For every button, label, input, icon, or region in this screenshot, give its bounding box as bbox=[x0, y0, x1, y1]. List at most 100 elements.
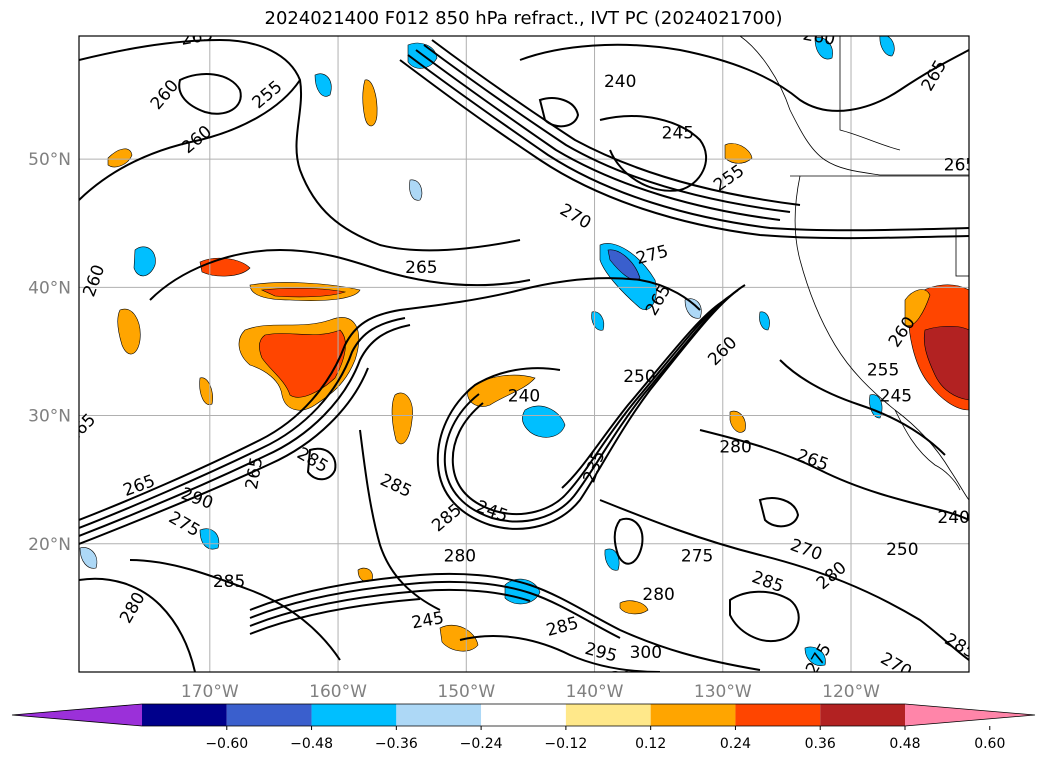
positive-anomaly-blob bbox=[923, 325, 969, 401]
latitude-tick-label: 30°N bbox=[28, 407, 71, 427]
contours bbox=[79, 38, 969, 672]
latitude-labels: 50°N 40°N 30°N 20°N bbox=[28, 150, 71, 555]
negative-anomaly-blob bbox=[521, 405, 566, 438]
contour-line bbox=[149, 248, 531, 301]
contour-line bbox=[729, 590, 800, 643]
colorbar-segment bbox=[650, 704, 736, 726]
negative-anomaly-blob bbox=[409, 179, 423, 201]
map-frame bbox=[78, 35, 970, 673]
contour-value-label: 305 bbox=[610, 668, 642, 688]
positive-anomaly-blob bbox=[729, 410, 746, 433]
contour-value-label: 240 bbox=[604, 72, 636, 92]
colorbar: −0.60 −0.48 −0.36 −0.24 −0.12 0.12 0.24 0.36 0.4… bbox=[11, 703, 1036, 752]
map-title: 2024021400 F012 850 hPa refract., IVT PC… bbox=[264, 8, 783, 29]
longitude-tick-label: 140°W bbox=[566, 682, 624, 702]
colorbar-segment bbox=[396, 704, 482, 726]
alaska-coast bbox=[739, 36, 969, 176]
positive-anomaly-blob bbox=[467, 374, 536, 407]
contour-line bbox=[79, 317, 406, 529]
contour-line bbox=[306, 447, 337, 481]
positive-anomaly-blob bbox=[259, 329, 346, 398]
colorbar-extend-high bbox=[905, 704, 1035, 726]
contour-value-label: 300 bbox=[630, 643, 662, 663]
contour-line bbox=[436, 284, 746, 530]
contour-line bbox=[599, 115, 707, 192]
contour-line bbox=[779, 359, 946, 456]
contour-line bbox=[561, 301, 723, 489]
contour-line bbox=[407, 54, 969, 232]
colorbar-tick-label: 0.36 bbox=[805, 736, 836, 752]
contour-line bbox=[79, 324, 411, 537]
positive-anomaly-blob bbox=[117, 308, 141, 355]
positive-anomaly-blob bbox=[904, 289, 931, 327]
west-coast bbox=[794, 175, 969, 501]
latitude-tick-label: 50°N bbox=[28, 150, 71, 170]
colorbar-segment bbox=[311, 704, 397, 726]
longitude-tick-label: 130°W bbox=[694, 682, 752, 702]
plot-area bbox=[79, 36, 969, 672]
contour-line bbox=[613, 517, 644, 565]
latitude-tick-label: 40°N bbox=[28, 278, 71, 298]
contour-line bbox=[415, 49, 781, 221]
colorbar-tick-label: 0.48 bbox=[889, 736, 920, 752]
longitude-tick-label: 150°W bbox=[437, 682, 495, 702]
positive-anomaly-blob bbox=[260, 287, 347, 298]
contour-line bbox=[399, 59, 969, 240]
contour-value-label: 280 bbox=[642, 585, 674, 605]
positive-anomaly-blob bbox=[619, 600, 649, 615]
contour-value-label: 285 bbox=[213, 572, 245, 592]
longitude-tick-label: 170°W bbox=[181, 682, 239, 702]
negative-anomaly-blob bbox=[604, 548, 620, 571]
positive-anomaly-blob bbox=[107, 148, 133, 168]
negative-anomaly-blob bbox=[684, 298, 702, 319]
contour-line bbox=[451, 295, 731, 516]
colorbar-extend-low bbox=[12, 704, 142, 726]
contour-line bbox=[359, 429, 441, 611]
contour-line bbox=[79, 38, 521, 252]
colorbar-outline bbox=[11, 703, 1036, 727]
contour-value-label: 250 bbox=[886, 540, 918, 560]
contour-value-label: 245 bbox=[880, 386, 912, 406]
negative-anomaly-blob bbox=[804, 646, 826, 666]
contour-line bbox=[519, 43, 969, 112]
contour-line bbox=[423, 44, 791, 213]
contour-line bbox=[129, 559, 341, 661]
colorbar-segment bbox=[735, 704, 821, 726]
contour-line bbox=[443, 289, 739, 523]
longitude-tick-label: 120°W bbox=[822, 682, 880, 702]
contour-value-label: 280 bbox=[719, 438, 751, 458]
contour-value-label: 245 bbox=[662, 123, 694, 143]
contour-line bbox=[431, 39, 801, 206]
coastlines bbox=[739, 36, 969, 501]
colorbar-tick-label: 0.24 bbox=[720, 736, 751, 752]
negative-anomaly-blob bbox=[607, 249, 641, 280]
contour-value-label: 275 bbox=[681, 547, 713, 567]
contour-line bbox=[79, 367, 369, 545]
contour-value-label: 240 bbox=[937, 508, 969, 528]
colorbar-tick-label: 0.60 bbox=[974, 736, 1005, 752]
negative-anomaly-blob bbox=[79, 547, 98, 569]
contour-line bbox=[178, 73, 242, 115]
positive-anomaly-blob bbox=[362, 79, 378, 127]
colorbar-tick-label: 0.12 bbox=[635, 736, 666, 752]
positive-anomaly-blob bbox=[439, 624, 479, 652]
contour-value-label: 240 bbox=[508, 386, 540, 406]
negative-anomaly-blob bbox=[814, 37, 833, 60]
colorbar-segment bbox=[142, 704, 227, 726]
negative-anomaly-blob bbox=[879, 36, 895, 57]
contour-line bbox=[758, 497, 800, 528]
colorbar-segment bbox=[820, 704, 905, 726]
longitude-labels: 170°W 160°W 150°W 140°W 130°W 120°W bbox=[181, 682, 880, 702]
contour-value-label: 280 bbox=[444, 547, 476, 567]
contour-line bbox=[249, 580, 621, 639]
negative-anomaly-blob bbox=[314, 73, 332, 97]
contour-value-label: 250 bbox=[623, 367, 655, 387]
colorbar-tick-label: −0.48 bbox=[290, 736, 333, 752]
colorbar-tick-label: −0.24 bbox=[460, 736, 503, 752]
contour-value-label: 265 bbox=[944, 156, 976, 176]
longitude-tick-label: 160°W bbox=[309, 682, 367, 702]
contour-line bbox=[249, 598, 421, 635]
contour-line bbox=[79, 577, 196, 672]
contour-line bbox=[699, 429, 969, 521]
